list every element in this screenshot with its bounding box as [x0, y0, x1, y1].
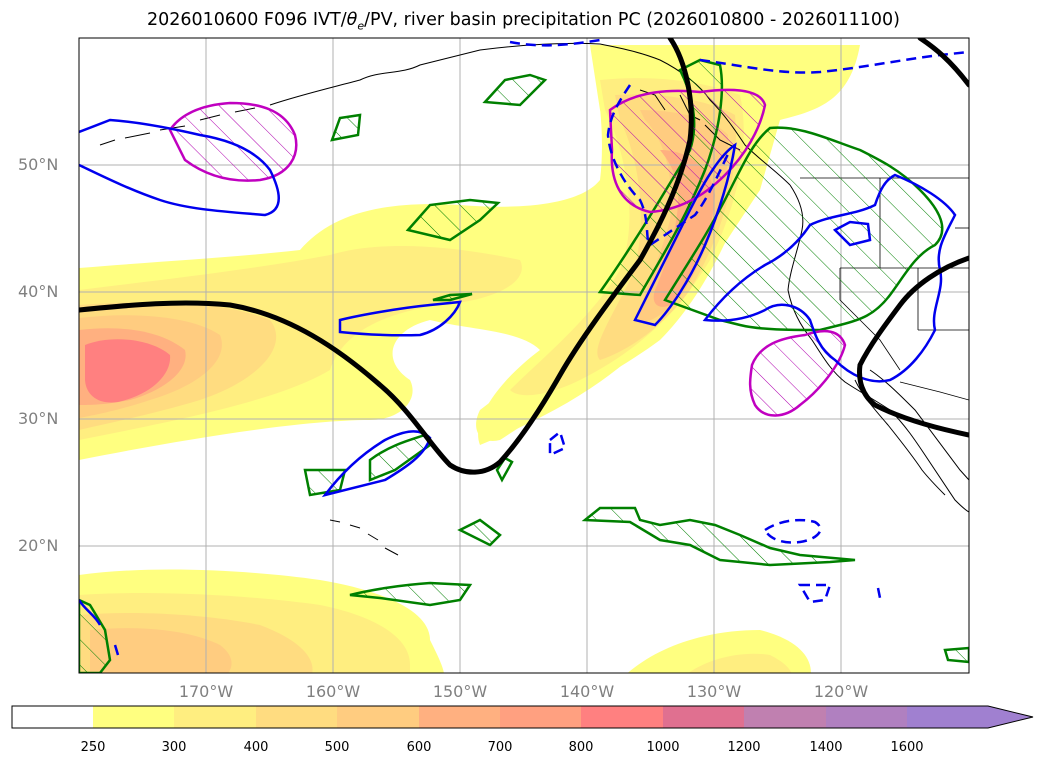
colorbar-bin-3 — [256, 706, 337, 728]
coast-hawaii — [329, 519, 399, 556]
title-prefix: 2026010600 F096 IVT/ — [146, 10, 347, 30]
colorbar-label-700: 700 — [487, 740, 513, 755]
magenta-region-1 — [168, 101, 298, 182]
colorbar-bin-4 — [337, 706, 419, 728]
colorbar-outline — [11, 705, 1034, 729]
colorbar-bin-9 — [744, 706, 826, 728]
green-region-ar-right — [663, 126, 944, 332]
green-region-2 — [330, 113, 362, 142]
blue-dashed-3 — [606, 84, 732, 247]
pv-main — [79, 38, 694, 475]
colorbar-bin-11 — [907, 706, 988, 728]
pv-northeast — [917, 38, 969, 88]
lat-label-50n: 50°N — [18, 155, 59, 174]
green-region-7 — [368, 433, 432, 482]
figure-title: 2026010600 F096 IVT/θe/PV, river basin p… — [0, 10, 1047, 33]
colorbar-bin-7 — [581, 706, 663, 728]
lon-label-140w: 140°W — [559, 682, 615, 701]
blue-dashed-6 — [797, 583, 832, 604]
colorbar-bin-1 — [93, 706, 174, 728]
blue-contour-small — [832, 220, 872, 247]
lat-label-30n: 30°N — [18, 409, 59, 428]
title-theta-sub: e — [357, 19, 365, 33]
blue-contour-ar — [633, 142, 737, 327]
lon-label-130w: 130°W — [686, 682, 742, 701]
blue-dashed-1 — [509, 38, 601, 47]
colorbar-bin-2 — [174, 706, 256, 728]
green-region-9 — [581, 506, 856, 567]
green-region-8 — [457, 518, 502, 547]
lat-label-40n: 40°N — [18, 282, 59, 301]
colorbar-label-1200: 1200 — [727, 740, 761, 755]
blue-contours — [79, 118, 957, 656]
colorbar-label-500: 500 — [324, 740, 350, 755]
green-region-3 — [405, 198, 501, 242]
magenta-region-3 — [748, 329, 847, 417]
green-region-12 — [943, 646, 969, 664]
colorbar-label-300: 300 — [161, 740, 187, 755]
pv-contours — [79, 38, 969, 475]
blue-dashed-7 — [876, 587, 882, 599]
title-suffix: /PV, river basin precipitation PC (20260… — [364, 10, 901, 30]
lon-label-120w: 120°W — [813, 682, 869, 701]
colorbar-label-1000: 1000 — [646, 740, 680, 755]
green-region-10 — [349, 581, 473, 607]
colorbar-label-1600: 1600 — [890, 740, 924, 755]
green-region-1 — [482, 73, 548, 107]
pv-east — [857, 255, 969, 438]
colorbar-label-1400: 1400 — [809, 740, 843, 755]
colorbar-extend-arrow — [988, 706, 1033, 728]
blue-dashed-2 — [699, 50, 969, 74]
map-frame — [78, 37, 970, 674]
green-region-4 — [432, 292, 473, 302]
colorbar-label-800: 800 — [568, 740, 594, 755]
colorbar-label-600: 600 — [406, 740, 432, 755]
blue-dashed-5 — [763, 518, 822, 544]
colorbar-label-250: 250 — [80, 740, 106, 755]
blue-dashed-4 — [548, 429, 567, 457]
blue-contour-2 — [338, 300, 462, 337]
blue-dashed-contours — [509, 38, 969, 604]
colorbar-bin-10 — [826, 706, 907, 728]
border-us-mexico — [899, 381, 969, 401]
colorbar-bin-8 — [663, 706, 744, 728]
blue-contour-sw — [79, 599, 102, 626]
colorbar-label-400: 400 — [243, 740, 269, 755]
ivt-band-800 — [85, 339, 171, 403]
colorbar-bin-5 — [419, 706, 500, 728]
lon-label-170w: 170°W — [178, 682, 234, 701]
title-theta: θ — [346, 10, 358, 30]
lon-label-160w: 160°W — [305, 682, 361, 701]
colorbar — [11, 705, 1034, 729]
lon-label-150w: 150°W — [432, 682, 488, 701]
lat-label-20n: 20°N — [18, 536, 59, 555]
ivt-south-500 — [90, 628, 232, 673]
blue-contour-1 — [79, 118, 280, 217]
green-region-11 — [79, 598, 112, 673]
colorbar-bin-0 — [12, 706, 93, 728]
colorbar-bin-6 — [500, 706, 581, 728]
blue-contour-south — [113, 644, 120, 656]
